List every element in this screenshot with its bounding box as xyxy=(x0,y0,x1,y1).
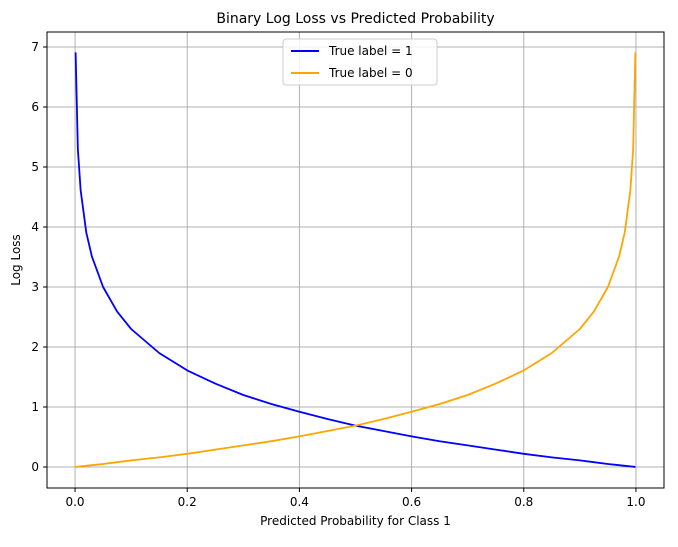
y-tick-label: 6 xyxy=(31,100,39,114)
y-tick-label: 2 xyxy=(31,340,39,354)
x-tick-label: 0.4 xyxy=(290,495,309,509)
x-tick-label: 0.0 xyxy=(65,495,84,509)
legend: True label = 1 True label = 0 xyxy=(282,38,438,86)
series-layer xyxy=(74,52,637,468)
legend-label-true-label-0: True label = 0 xyxy=(328,66,413,80)
tick-layer: 0.0 0.2 0.4 0.6 0.8 1.0 0 1 2 3 4 5 6 7 xyxy=(31,40,645,509)
y-tick-label: 1 xyxy=(31,400,39,414)
x-tick-label: 0.8 xyxy=(514,495,533,509)
y-tick-label: 5 xyxy=(31,160,39,174)
plot-frame xyxy=(46,31,665,489)
x-tick-label: 0.6 xyxy=(402,495,421,509)
y-tick-label: 3 xyxy=(31,280,39,294)
x-axis-label: Predicted Probability for Class 1 xyxy=(260,514,451,528)
x-tick-label: 1.0 xyxy=(626,495,645,509)
y-tick-label: 4 xyxy=(31,220,39,234)
chart-title: Binary Log Loss vs Predicted Probability xyxy=(216,11,494,27)
series-line-true-label-0 xyxy=(75,52,637,468)
legend-label-true-label-1: True label = 1 xyxy=(328,44,413,58)
y-tick-label: 0 xyxy=(31,460,39,474)
x-tick-label: 0.2 xyxy=(178,495,197,509)
legend-box xyxy=(282,38,438,86)
y-tick-label: 7 xyxy=(31,40,39,54)
y-axis-label: Log Loss xyxy=(9,234,23,286)
